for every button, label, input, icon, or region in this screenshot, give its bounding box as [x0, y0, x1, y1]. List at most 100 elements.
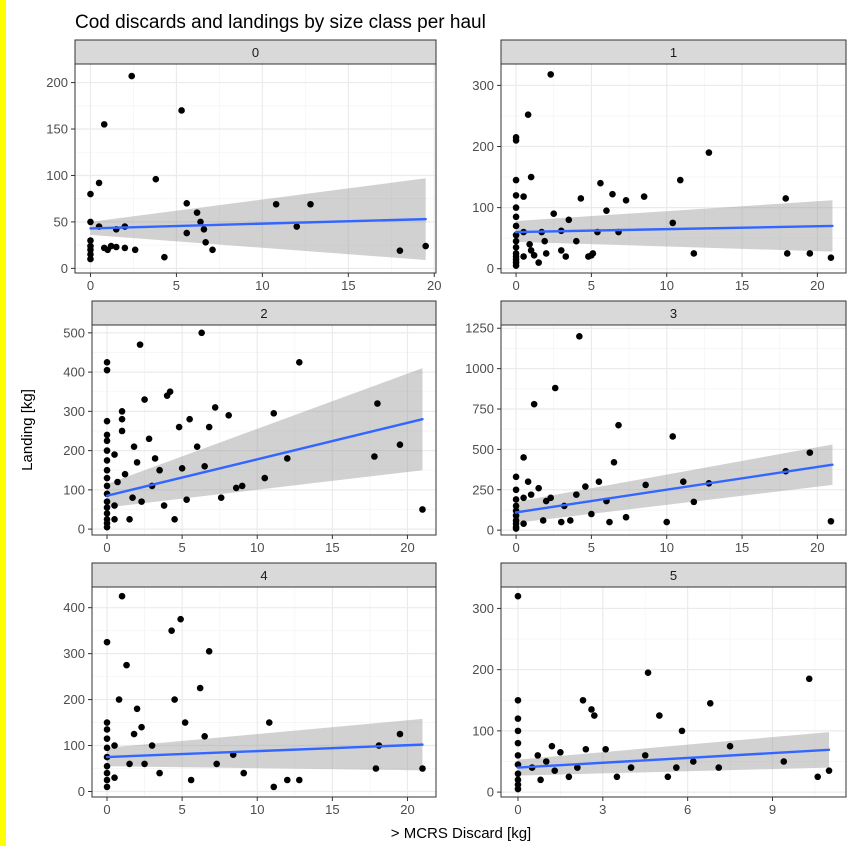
data-point — [232, 484, 240, 492]
facet-strip-label: 4 — [260, 568, 267, 583]
facet-strip-label: 3 — [670, 306, 677, 321]
data-point — [217, 494, 225, 502]
data-point — [419, 765, 426, 772]
data-point — [87, 242, 94, 250]
y-tick-label: 1250 — [465, 321, 494, 336]
data-point — [512, 222, 520, 230]
data-point — [103, 783, 111, 791]
data-point — [656, 712, 663, 719]
data-point — [579, 696, 587, 704]
data-point — [103, 769, 111, 777]
data-point — [514, 739, 522, 747]
data-point — [160, 502, 168, 509]
data-point — [827, 254, 835, 262]
y-tick-label: 400 — [63, 600, 85, 615]
y-tick-label: 100 — [472, 200, 494, 215]
data-point — [374, 400, 381, 407]
y-tick-label: 0 — [78, 784, 85, 799]
data-point — [103, 482, 111, 490]
data-point — [565, 216, 573, 224]
x-tick-label: 0 — [87, 278, 94, 293]
data-point — [567, 517, 574, 524]
data-point — [187, 776, 195, 784]
x-tick-label: 9 — [769, 802, 776, 817]
data-point — [419, 506, 426, 513]
y-tick-label: 0 — [487, 523, 494, 538]
data-point — [514, 770, 522, 778]
data-point — [530, 251, 538, 259]
data-point — [551, 384, 559, 392]
data-point — [673, 764, 680, 771]
data-point — [520, 520, 527, 527]
data-point — [690, 250, 698, 257]
data-point — [512, 204, 520, 211]
data-point — [183, 200, 191, 207]
y-tick-label: 200 — [63, 692, 85, 707]
x-tick-label: 5 — [179, 802, 186, 817]
y-tick-label: 500 — [63, 325, 85, 340]
plot-contents — [92, 325, 436, 535]
y-tick-label: 300 — [472, 601, 494, 616]
data-point — [582, 745, 590, 753]
data-point — [128, 72, 136, 80]
data-point — [111, 451, 118, 458]
x-tick-label: 0 — [103, 540, 110, 555]
data-point — [126, 515, 133, 523]
confidence-band — [516, 444, 833, 523]
data-point — [622, 196, 630, 204]
data-point — [520, 193, 527, 200]
data-point — [610, 459, 618, 466]
data-point — [542, 758, 550, 765]
data-point — [535, 484, 542, 492]
data-point — [573, 491, 580, 498]
data-point — [118, 408, 126, 415]
data-point — [156, 769, 163, 777]
x-tick-label: 6 — [684, 802, 691, 817]
data-point — [642, 481, 649, 489]
data-point — [534, 752, 542, 759]
x-tick-label: 0 — [514, 802, 521, 817]
confidence-band — [107, 718, 423, 771]
data-point — [520, 454, 527, 461]
data-point — [644, 669, 652, 677]
data-point — [512, 176, 520, 184]
data-point — [201, 733, 208, 740]
data-point — [103, 437, 111, 445]
data-point — [126, 760, 133, 768]
data-point — [806, 449, 814, 456]
data-point — [396, 730, 404, 738]
plot-area — [92, 587, 436, 797]
data-point — [131, 246, 139, 254]
data-point — [514, 592, 522, 600]
plot-area — [501, 587, 846, 797]
y-tick-label: 0 — [487, 261, 494, 276]
x-tick-label: 15 — [735, 540, 749, 555]
data-point — [118, 415, 126, 423]
y-tick-label: 200 — [46, 75, 68, 90]
data-point — [183, 229, 191, 237]
y-tick-label: 200 — [63, 443, 85, 458]
y-tick-label: 200 — [472, 139, 494, 154]
y-tick-label: 100 — [472, 723, 494, 738]
data-point — [609, 190, 616, 198]
data-point — [512, 517, 520, 524]
x-tick-label: 15 — [325, 802, 339, 817]
plot-contents — [75, 64, 436, 273]
data-point — [136, 341, 144, 348]
data-point — [372, 765, 380, 772]
facet-panel-3: 3 0 5 10 15 20 0 250 500 750 1000 1250 — [465, 300, 847, 555]
x-tick-label: 20 — [427, 278, 441, 293]
facet-strip-label: 2 — [260, 306, 267, 321]
data-point — [640, 193, 648, 200]
data-point — [520, 494, 527, 502]
data-point — [669, 433, 677, 440]
data-point — [541, 237, 548, 245]
data-point — [542, 250, 550, 257]
panel-border — [500, 586, 847, 798]
data-point — [615, 421, 622, 429]
facet-strip-label: 0 — [252, 45, 259, 60]
data-point — [118, 427, 126, 435]
data-point — [663, 518, 671, 526]
